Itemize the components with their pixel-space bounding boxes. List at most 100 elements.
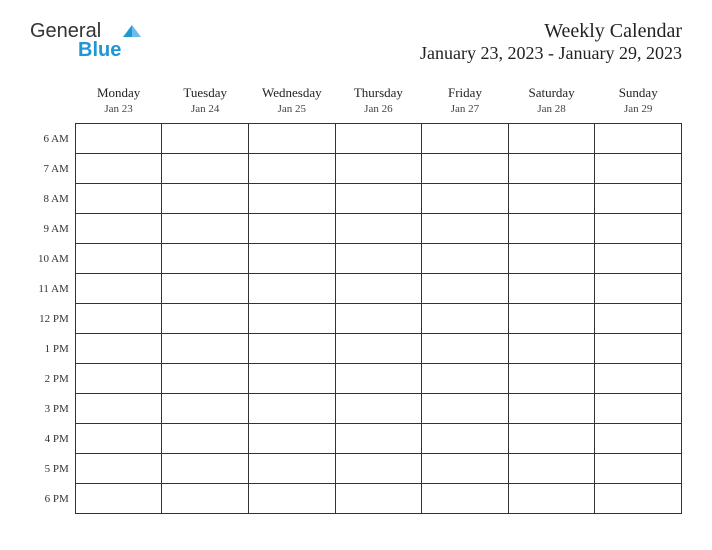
day-date: Jan 29 xyxy=(599,103,678,115)
calendar-cell xyxy=(75,394,162,424)
day-name: Wednesday xyxy=(253,85,332,101)
title-block: Weekly Calendar January 23, 2023 - Janua… xyxy=(420,20,682,64)
calendar-cell xyxy=(335,454,422,484)
calendar-cell xyxy=(508,274,595,304)
calendar-cell xyxy=(75,334,162,364)
calendar-cell xyxy=(422,394,509,424)
calendar-cell xyxy=(335,394,422,424)
day-date: Jan 25 xyxy=(253,103,332,115)
calendar-cell xyxy=(75,424,162,454)
calendar-row: 11 AM xyxy=(30,274,682,304)
day-header-sunday: Sunday Jan 29 xyxy=(595,79,682,124)
calendar-cell xyxy=(162,154,249,184)
day-header-thursday: Thursday Jan 26 xyxy=(335,79,422,124)
calendar-cell xyxy=(595,364,682,394)
calendar-cell xyxy=(508,424,595,454)
calendar-cell xyxy=(75,184,162,214)
time-label: 1 PM xyxy=(30,334,75,364)
day-date: Jan 24 xyxy=(166,103,245,115)
day-date: Jan 26 xyxy=(339,103,418,115)
calendar-header-row: Monday Jan 23 Tuesday Jan 24 Wednesday J… xyxy=(30,79,682,124)
day-date: Jan 28 xyxy=(512,103,591,115)
calendar-cell xyxy=(422,454,509,484)
calendar-cell xyxy=(422,214,509,244)
calendar-cell xyxy=(335,214,422,244)
calendar-row: 12 PM xyxy=(30,304,682,334)
calendar-row: 6 AM xyxy=(30,124,682,154)
calendar-cell xyxy=(595,244,682,274)
calendar-cell xyxy=(162,184,249,214)
calendar-cell xyxy=(249,244,336,274)
time-label: 2 PM xyxy=(30,364,75,394)
time-label: 12 PM xyxy=(30,304,75,334)
calendar-cell xyxy=(508,334,595,364)
time-label: 11 AM xyxy=(30,274,75,304)
calendar-row: 10 AM xyxy=(30,244,682,274)
calendar-cell xyxy=(75,304,162,334)
day-name: Friday xyxy=(426,85,505,101)
calendar-cell xyxy=(335,154,422,184)
calendar-cell xyxy=(75,454,162,484)
calendar-cell xyxy=(422,334,509,364)
day-date: Jan 27 xyxy=(426,103,505,115)
time-label: 5 PM xyxy=(30,454,75,484)
calendar-cell xyxy=(249,304,336,334)
calendar-cell xyxy=(508,394,595,424)
calendar-cell xyxy=(75,484,162,514)
header: General Blue Weekly Calendar January 23,… xyxy=(30,20,682,64)
calendar-cell xyxy=(595,484,682,514)
day-date: Jan 23 xyxy=(79,103,158,115)
date-range: January 23, 2023 - January 29, 2023 xyxy=(420,43,682,64)
calendar-cell xyxy=(422,124,509,154)
time-label: 8 AM xyxy=(30,184,75,214)
calendar-cell xyxy=(422,304,509,334)
calendar-row: 6 PM xyxy=(30,484,682,514)
calendar-cell xyxy=(335,334,422,364)
calendar-row: 4 PM xyxy=(30,424,682,454)
time-label: 10 AM xyxy=(30,244,75,274)
calendar-body: 6 AM7 AM8 AM9 AM10 AM11 AM12 PM1 PM2 PM3… xyxy=(30,124,682,514)
calendar-cell xyxy=(508,484,595,514)
calendar-cell xyxy=(249,274,336,304)
calendar-cell xyxy=(162,394,249,424)
calendar-cell xyxy=(595,454,682,484)
day-name: Tuesday xyxy=(166,85,245,101)
calendar-cell xyxy=(422,184,509,214)
calendar-cell xyxy=(595,304,682,334)
calendar-row: 2 PM xyxy=(30,364,682,394)
calendar-cell xyxy=(75,364,162,394)
calendar-row: 9 AM xyxy=(30,214,682,244)
calendar-cell xyxy=(75,154,162,184)
calendar-cell xyxy=(508,154,595,184)
calendar-cell xyxy=(422,154,509,184)
logo-text-blue: Blue xyxy=(78,39,121,62)
calendar-cell xyxy=(75,244,162,274)
calendar-cell xyxy=(508,364,595,394)
calendar-cell xyxy=(249,334,336,364)
calendar-cell xyxy=(508,454,595,484)
time-label: 4 PM xyxy=(30,424,75,454)
time-label: 6 AM xyxy=(30,124,75,154)
calendar-cell xyxy=(335,304,422,334)
calendar-cell xyxy=(508,304,595,334)
calendar-cell xyxy=(595,394,682,424)
time-label: 6 PM xyxy=(30,484,75,514)
day-header-saturday: Saturday Jan 28 xyxy=(508,79,595,124)
calendar-cell xyxy=(162,244,249,274)
calendar-cell xyxy=(335,244,422,274)
calendar-cell xyxy=(422,274,509,304)
calendar-cell xyxy=(162,124,249,154)
calendar-cell xyxy=(422,484,509,514)
calendar-cell xyxy=(508,214,595,244)
calendar-cell xyxy=(75,274,162,304)
calendar-cell xyxy=(75,214,162,244)
time-label: 7 AM xyxy=(30,154,75,184)
calendar-cell xyxy=(508,244,595,274)
calendar-cell xyxy=(335,124,422,154)
calendar-cell xyxy=(508,124,595,154)
calendar-cell xyxy=(595,274,682,304)
calendar-cell xyxy=(162,454,249,484)
calendar-row: 1 PM xyxy=(30,334,682,364)
calendar-cell xyxy=(595,154,682,184)
time-column-header xyxy=(30,79,75,124)
